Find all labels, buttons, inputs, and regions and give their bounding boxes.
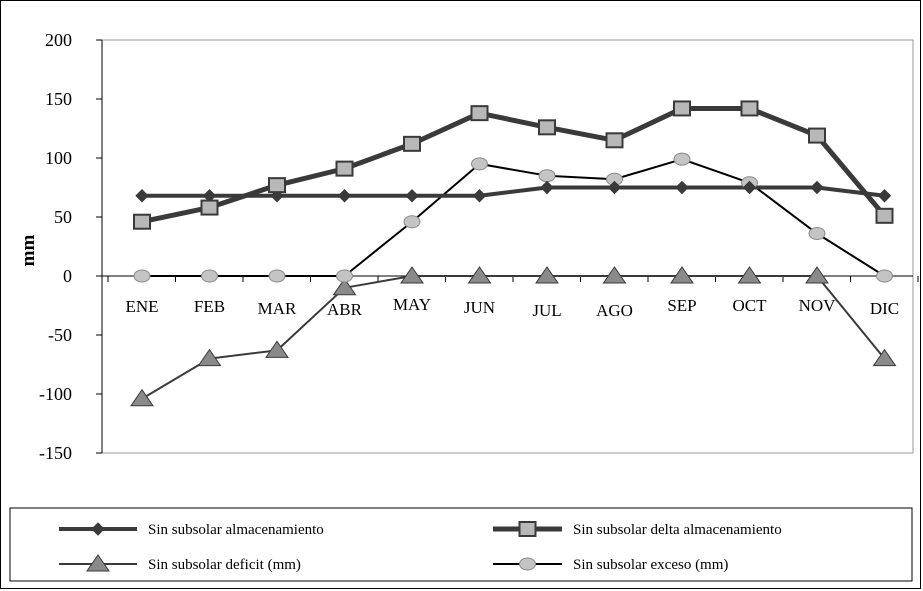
data-point (133, 269, 151, 283)
data-point (737, 266, 762, 284)
data-point (875, 207, 894, 224)
series-line (141, 275, 886, 400)
y-tick-label: 100 (45, 148, 72, 168)
x-tick-label: JUL (532, 301, 561, 320)
data-point (201, 269, 218, 283)
data-point (519, 557, 536, 571)
data-point (467, 266, 492, 284)
data-point (200, 199, 219, 216)
y-tick-label: 0 (63, 266, 72, 286)
x-tick-label: DIC (870, 299, 899, 318)
y-tick-label: 50 (54, 207, 72, 227)
data-point (336, 269, 353, 283)
data-point (675, 180, 689, 195)
data-point (470, 105, 489, 122)
data-point (91, 522, 105, 536)
data-point (405, 189, 419, 203)
x-tick-label: ABR (327, 300, 363, 319)
data-point (86, 554, 110, 572)
y-axis-label: mm (18, 235, 39, 267)
data-point (540, 180, 554, 195)
data-point (403, 215, 421, 229)
data-point (400, 266, 424, 284)
legend-label: Sin subsolar deficit (mm) (148, 557, 301, 573)
y-tick-label: 200 (45, 30, 72, 50)
data-point (810, 180, 824, 195)
data-point (740, 100, 759, 117)
data-point (607, 180, 622, 195)
data-point (538, 169, 556, 183)
data-point (332, 277, 357, 296)
data-point (197, 348, 222, 367)
y-tick-label: -50 (48, 325, 72, 345)
series-markers (130, 100, 897, 407)
data-point (337, 189, 352, 203)
data-point (673, 152, 691, 166)
data-point (670, 266, 694, 284)
series-line (141, 105, 887, 225)
data-point (535, 266, 559, 284)
data-point (268, 269, 286, 283)
data-point (602, 266, 627, 284)
data-point (133, 213, 151, 230)
x-tick-label: ENE (125, 297, 158, 316)
x-tick-label: MAR (258, 299, 297, 318)
data-point (268, 177, 286, 194)
x-tick-label: JUN (464, 298, 495, 317)
legend-label: Sin subsolar almacenamiento (148, 522, 324, 538)
x-tick-label: FEB (194, 297, 225, 316)
data-point (673, 100, 691, 117)
legend: Sin subsolar almacenamiento Sin subsolar … (9, 507, 913, 582)
data-point (472, 189, 487, 203)
x-tick-label: SEP (667, 296, 696, 315)
data-point (808, 127, 826, 144)
data-point (742, 180, 757, 195)
x-tick-label: OCT (733, 296, 768, 315)
legend-label: Sin subsolar delta almacenamiento (573, 522, 782, 538)
data-point (265, 340, 289, 358)
legend-box (9, 507, 913, 582)
data-point (335, 160, 354, 177)
data-point (872, 348, 897, 367)
tick-labels: 200 150 100 50 0 -50 -100 -150 ENE FEB MAR ABR MAY JU… (18, 30, 899, 463)
data-point (130, 388, 154, 407)
y-tick-label: 150 (45, 89, 72, 109)
data-point (808, 227, 826, 241)
chart-axes (96, 39, 919, 454)
x-tick-label: NOV (799, 296, 837, 315)
data-point (471, 157, 488, 171)
data-point (877, 189, 892, 203)
data-point (605, 132, 624, 149)
series-lines (141, 105, 887, 400)
plot-area (101, 39, 914, 454)
data-point (135, 189, 149, 203)
x-tick-label: AGO (596, 301, 633, 320)
series-line (142, 185, 885, 198)
data-point (518, 521, 537, 537)
data-point (876, 269, 893, 283)
legend-label: Sin subsolar exceso (mm) (573, 557, 728, 573)
series-line (142, 158, 886, 277)
data-point (538, 119, 556, 136)
data-point (403, 135, 421, 152)
y-tick-label: -100 (39, 384, 72, 404)
y-tick-label: -150 (39, 443, 72, 463)
x-tick-label: MAY (393, 295, 431, 314)
data-point (805, 266, 829, 284)
